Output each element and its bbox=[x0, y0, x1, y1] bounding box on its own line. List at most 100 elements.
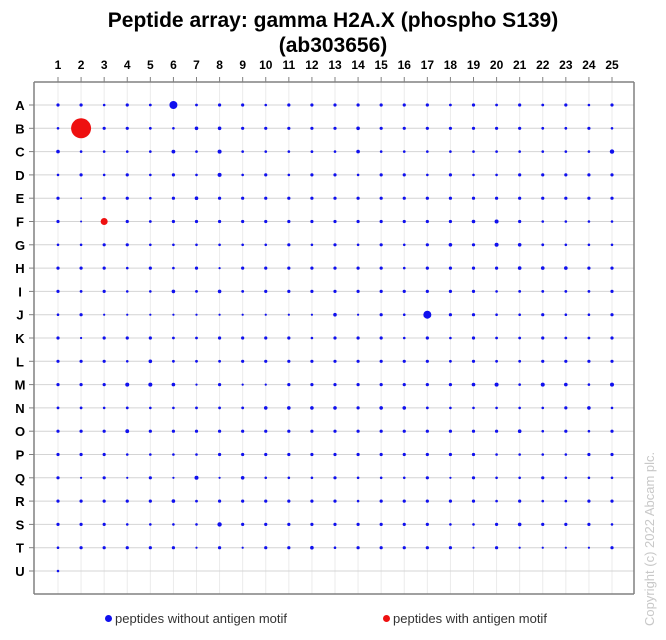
spot-without-motif bbox=[264, 452, 268, 457]
spot-without-motif bbox=[149, 243, 152, 247]
spot-without-motif bbox=[287, 499, 291, 503]
spot-without-motif bbox=[333, 546, 337, 549]
spot-without-motif bbox=[310, 522, 314, 527]
spot-without-motif bbox=[287, 103, 291, 107]
spot-without-motif bbox=[149, 196, 152, 200]
spot-without-motif bbox=[610, 266, 614, 270]
spot-without-motif bbox=[402, 499, 406, 503]
spot-without-motif bbox=[541, 150, 545, 153]
spot-without-motif bbox=[425, 476, 429, 480]
spot-without-motif bbox=[379, 499, 383, 503]
spot-without-motif bbox=[125, 360, 129, 363]
spot-without-motif bbox=[125, 453, 129, 456]
spot-without-motif bbox=[402, 336, 406, 340]
spot-without-motif bbox=[495, 359, 498, 363]
spot-without-motif bbox=[287, 313, 290, 316]
spot-without-motif bbox=[356, 173, 360, 177]
spot-without-motif bbox=[172, 406, 175, 410]
spot-without-motif bbox=[379, 289, 383, 293]
spot-without-motif bbox=[495, 313, 498, 317]
spot-without-motif bbox=[587, 336, 591, 340]
spot-without-motif bbox=[171, 196, 176, 200]
spot-without-motif bbox=[102, 150, 106, 153]
spot-without-motif bbox=[610, 289, 614, 293]
spot-with-motif bbox=[71, 118, 92, 139]
spot-without-motif bbox=[194, 475, 199, 480]
spot-without-motif bbox=[379, 383, 383, 387]
spot-without-motif bbox=[79, 383, 83, 387]
y-tick-label: L bbox=[16, 354, 24, 369]
spot-without-motif bbox=[149, 313, 152, 316]
spot-without-motif bbox=[102, 406, 106, 410]
y-tick-label: G bbox=[15, 238, 25, 253]
spot-without-motif bbox=[217, 149, 222, 154]
spot-without-motif bbox=[125, 429, 130, 434]
spot-without-motif bbox=[518, 476, 521, 480]
spot-without-motif bbox=[356, 546, 360, 550]
spot-without-motif bbox=[425, 406, 429, 410]
spot-without-motif bbox=[425, 266, 429, 270]
spot-without-motif bbox=[517, 522, 522, 527]
spot-without-motif bbox=[241, 313, 244, 316]
spot-without-motif bbox=[472, 546, 475, 549]
spot-without-motif bbox=[564, 103, 568, 107]
spot-without-motif bbox=[79, 336, 83, 340]
spot-without-motif bbox=[310, 359, 314, 363]
spot-without-motif bbox=[287, 406, 291, 410]
spot-without-motif bbox=[448, 383, 453, 387]
spot-without-motif bbox=[171, 429, 176, 433]
spot-without-motif bbox=[56, 429, 60, 433]
spot-without-motif bbox=[264, 476, 268, 480]
spot-without-motif bbox=[564, 382, 568, 387]
spot-without-motif bbox=[425, 243, 429, 247]
spot-without-motif bbox=[425, 522, 429, 527]
spot-without-motif bbox=[379, 452, 383, 457]
spot-without-motif bbox=[217, 103, 222, 107]
spot-without-motif bbox=[540, 266, 545, 270]
spot-without-motif bbox=[448, 196, 453, 200]
y-tick-label: J bbox=[16, 308, 23, 323]
spot-without-motif bbox=[494, 522, 499, 527]
spot-without-motif bbox=[102, 266, 106, 270]
spot-without-motif bbox=[217, 522, 222, 527]
spot-without-motif bbox=[125, 290, 129, 293]
spot-without-motif bbox=[102, 429, 106, 433]
spot-without-motif bbox=[402, 359, 406, 363]
spot-without-motif bbox=[148, 336, 152, 340]
spot-without-motif bbox=[169, 101, 178, 109]
y-tick-label: S bbox=[16, 517, 25, 532]
spot-without-motif bbox=[402, 429, 406, 433]
spot-without-motif bbox=[56, 266, 60, 270]
spot-without-motif bbox=[356, 126, 360, 131]
spot-without-motif bbox=[425, 452, 429, 457]
spot-without-motif bbox=[56, 522, 60, 527]
y-tick-label: K bbox=[15, 331, 25, 346]
spot-without-motif bbox=[102, 522, 106, 527]
spot-without-motif bbox=[241, 266, 245, 270]
spot-without-motif bbox=[149, 290, 152, 293]
spot-without-motif bbox=[564, 290, 568, 293]
spot-without-motif bbox=[148, 429, 152, 433]
spot-without-motif bbox=[102, 243, 106, 247]
spot-without-motif bbox=[541, 243, 545, 247]
spot-without-motif bbox=[56, 313, 60, 317]
spot-without-motif bbox=[172, 313, 175, 316]
spot-without-motif bbox=[425, 383, 429, 387]
spot-without-motif bbox=[356, 336, 360, 340]
spot-without-motif bbox=[217, 196, 222, 200]
spot-without-motif bbox=[518, 173, 522, 177]
y-tick-label: T bbox=[16, 541, 24, 556]
spot-with-motif bbox=[100, 218, 108, 225]
spot-without-motif bbox=[310, 452, 314, 457]
spot-without-motif bbox=[125, 382, 130, 387]
spot-without-motif bbox=[217, 172, 222, 177]
spot-without-motif bbox=[356, 149, 360, 154]
spot-without-motif bbox=[379, 219, 383, 224]
x-tick-label: 19 bbox=[467, 58, 481, 72]
copyright-notice: Copyright (c) 2022 Abcam plc. bbox=[642, 451, 657, 626]
spot-without-motif bbox=[79, 499, 83, 503]
spot-without-motif bbox=[310, 289, 314, 293]
spot-without-motif bbox=[148, 266, 152, 270]
spot-without-motif bbox=[287, 476, 291, 480]
spot-without-motif bbox=[149, 453, 152, 456]
